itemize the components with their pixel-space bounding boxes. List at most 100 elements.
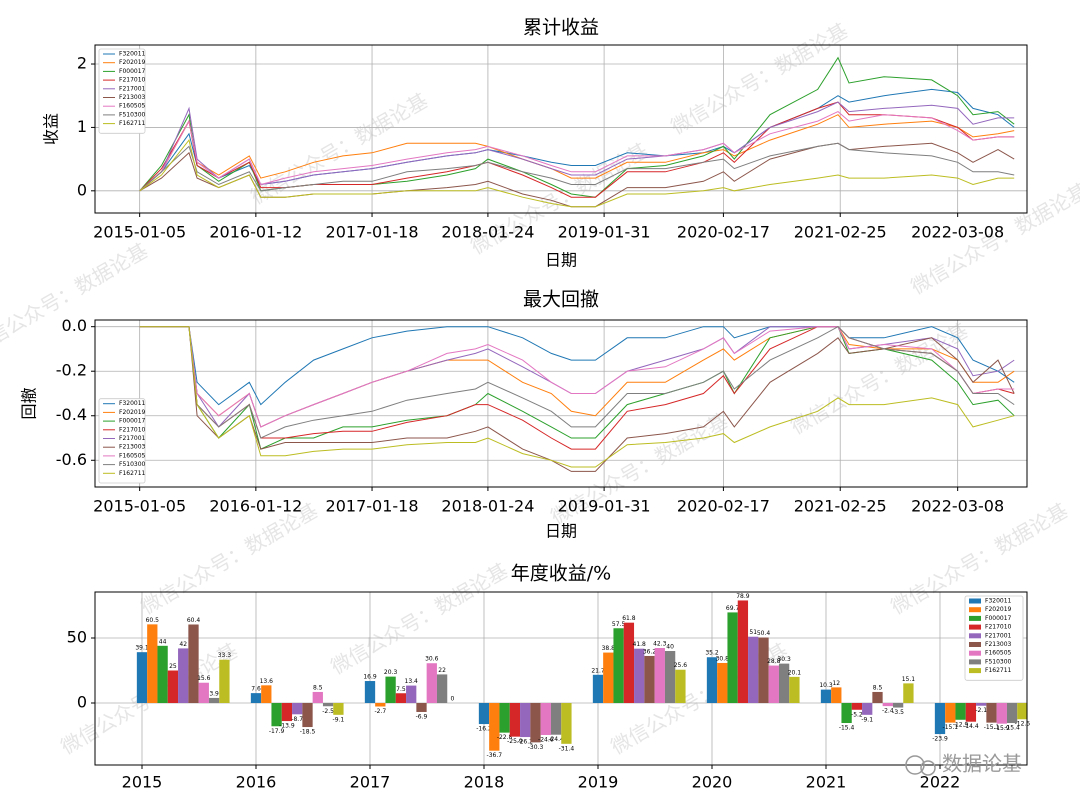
bar (986, 703, 997, 723)
legend-label: F217001 (985, 632, 1012, 639)
x-tick-label: 2016 (236, 773, 277, 792)
bar (281, 703, 293, 722)
y-tick-label: -0.6 (56, 450, 87, 469)
x-tick-label: 2015-01-05 (93, 223, 186, 242)
bar-value-label: 60.5 (146, 617, 160, 624)
bar-value-label: 13.4 (405, 678, 419, 685)
bar-value-label: -15.4 (839, 725, 855, 732)
bar-value-label: 22 (438, 667, 446, 674)
legend-box (98, 48, 146, 134)
bar-value-label: 8.5 (313, 684, 323, 691)
bar (157, 645, 168, 704)
series-line (139, 114, 1015, 192)
legend-label: F213003 (119, 94, 146, 101)
bar-value-label: 0 (450, 696, 454, 703)
series-line (139, 111, 1015, 192)
bar-value-label: 20.1 (788, 669, 802, 676)
legend-swatch (969, 598, 981, 604)
bar (603, 652, 614, 704)
legend-label: F510300 (119, 111, 146, 118)
bar-value-label: 30.3 (777, 656, 791, 663)
bar (654, 648, 665, 704)
series-line (139, 326, 1015, 428)
bar (768, 665, 779, 704)
bar (592, 674, 604, 704)
bar (550, 703, 562, 735)
bar-value-label: 42.3 (653, 641, 667, 648)
bar (292, 703, 303, 715)
bar-value-label: -23.9 (932, 736, 948, 743)
bar (208, 697, 220, 704)
series-line (139, 326, 1015, 472)
bar (426, 663, 437, 704)
bar-value-label: -16.2 (476, 726, 492, 733)
legend-swatch (969, 607, 981, 613)
bar-value-label: 25 (169, 663, 177, 670)
bar-value-label: -2.4 (882, 708, 894, 715)
bar-value-label: 33.3 (218, 652, 232, 659)
legend-label: F217001 (119, 435, 146, 442)
bar-value-label: 57.5 (612, 621, 626, 628)
bar (955, 703, 966, 720)
bar (312, 691, 323, 704)
bar (748, 636, 759, 704)
x-tick-label: 2018-01-24 (441, 223, 534, 242)
bar (406, 685, 417, 704)
y-tick-label: 0 (77, 693, 87, 712)
bar-value-label: -36.7 (487, 752, 503, 759)
bar (436, 674, 448, 704)
bar-value-label: 16.9 (363, 674, 377, 681)
bar (727, 612, 738, 704)
bar-value-label: 20.3 (384, 669, 398, 676)
series-line (139, 326, 1015, 439)
bar (903, 683, 914, 704)
bar-value-label: -9.1 (861, 716, 873, 723)
y-tick-label: 0 (77, 180, 87, 199)
bar (540, 703, 551, 735)
bar-value-label: -22.8 (497, 734, 513, 741)
legend-label: F320011 (119, 51, 146, 58)
bar (395, 693, 407, 704)
bar (322, 703, 334, 707)
bar (758, 637, 769, 704)
legend-label: F213003 (119, 444, 146, 451)
y-axis-label: 回撤 (20, 387, 39, 419)
legend-label: F510300 (985, 658, 1012, 665)
bar-value-label: 60.4 (187, 617, 201, 624)
bar-value-label: -6.9 (416, 713, 428, 720)
bar (945, 703, 956, 723)
legend-swatch (969, 659, 981, 665)
legend-label: F202019 (119, 59, 146, 66)
logo-icon (905, 755, 925, 775)
bar (872, 691, 883, 704)
bar (831, 687, 842, 704)
bar-value-label: -26.2 (517, 739, 533, 746)
bar (333, 703, 344, 715)
legend-label: F160505 (985, 650, 1012, 657)
x-tick-label: 2022 (920, 773, 961, 792)
bar-value-label: 61.8 (622, 615, 636, 622)
bar-value-label: -24.6 (538, 736, 554, 743)
bar (1006, 703, 1018, 724)
bar-value-label: -2.5 (322, 708, 334, 715)
y-tick-label: 1 (77, 117, 87, 136)
bar (561, 703, 572, 744)
legend-label: F162711 (985, 667, 1012, 674)
bar-value-label: -18.5 (300, 729, 316, 736)
bar-value-label: 51 (749, 629, 757, 636)
x-tick-label: 2019-01-31 (558, 497, 651, 516)
bar (530, 703, 541, 743)
chart-title: 年度收益/% (511, 563, 611, 585)
bar (250, 693, 262, 704)
bar-value-label: 13.6 (260, 678, 274, 685)
bar (634, 648, 645, 704)
x-tick-label: 2020-02-17 (677, 497, 770, 516)
bar-value-label: 30.6 (425, 656, 439, 663)
legend-label: F000017 (119, 418, 146, 425)
y-tick-label: -0.4 (56, 405, 87, 424)
series-line (139, 326, 1015, 468)
bar (965, 703, 977, 722)
bar (167, 670, 179, 704)
logo-icon (920, 760, 936, 776)
